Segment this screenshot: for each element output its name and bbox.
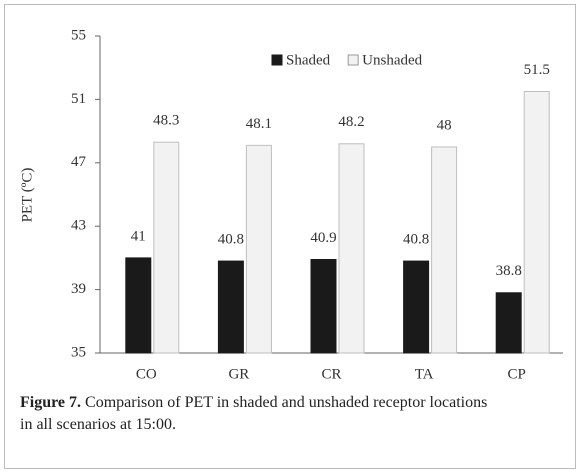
data-label: 40.8 (218, 232, 244, 248)
legend-swatch (271, 54, 283, 66)
x-tick-label: CP (508, 366, 526, 382)
data-label: 40.8 (403, 232, 429, 248)
legend-swatch (347, 54, 359, 66)
data-label: 48 (437, 117, 452, 133)
y-tick-label: 47 (71, 154, 87, 170)
bar (217, 260, 244, 354)
bar (153, 141, 180, 354)
data-label: 38.8 (496, 263, 522, 279)
data-label: 48.2 (338, 114, 364, 130)
legend-label: Unshaded (362, 52, 422, 68)
y-axis-label: PET (ºC) (19, 168, 35, 223)
y-tick-label: 51 (71, 91, 86, 107)
data-label: 41 (131, 228, 146, 244)
x-tick-label: GR (228, 366, 249, 382)
bar (125, 257, 152, 354)
data-label: 40.9 (310, 230, 336, 246)
x-tick-label: CR (321, 366, 341, 382)
y-tick-label: 55 (71, 27, 86, 43)
data-label: 51.5 (524, 62, 550, 78)
data-label: 48.3 (153, 113, 179, 129)
x-tick-label: CO (136, 366, 157, 382)
y-tick-label: 35 (71, 344, 86, 360)
bar (431, 146, 458, 354)
caption-text: Comparison of PET in shaded and unshaded… (20, 394, 488, 433)
bar (523, 90, 550, 354)
bar (338, 143, 365, 354)
x-tick-label: TA (415, 366, 434, 382)
y-tick-label: 39 (71, 281, 86, 297)
caption: Figure 7. Comparison of PET in shaded an… (20, 392, 490, 436)
y-tick-label: 43 (71, 218, 86, 234)
data-label: 48.1 (246, 116, 272, 132)
legend-label: Shaded (286, 52, 331, 68)
bar (310, 258, 337, 354)
frame (4, 4, 576, 469)
caption-label: Figure 7. (20, 394, 82, 411)
bar (245, 144, 272, 354)
bar (403, 260, 430, 354)
bar (495, 292, 522, 354)
